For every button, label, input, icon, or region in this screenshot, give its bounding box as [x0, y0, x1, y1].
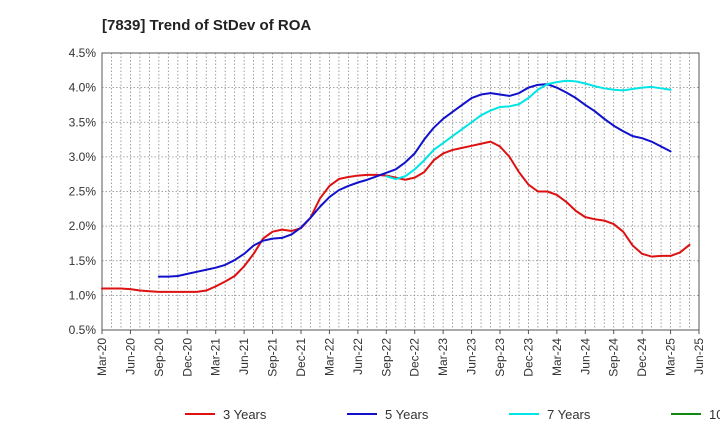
x-tick-label: Jun-24: [578, 338, 592, 375]
series-line-5-years: [157, 83, 672, 278]
x-tick-label: Sep-20: [152, 338, 166, 377]
y-axis: 0.5% 1.0% 1.5% 2.0% 2.5% 3.0% 3.5% 4.0% 4.5%: [69, 46, 97, 337]
legend-label: 10 Years: [709, 407, 720, 422]
x-tick-label: Sep-24: [607, 338, 621, 377]
x-tick-label: Mar-23: [436, 338, 450, 376]
x-tick-label: Mar-21: [209, 338, 223, 376]
y-tick-label: 2.5%: [69, 185, 97, 199]
legend-label: 3 Years: [223, 407, 267, 422]
y-tick-label: 0.5%: [69, 323, 97, 337]
x-tick-label: Dec-20: [180, 338, 194, 377]
x-tick-label: Jun-21: [237, 338, 251, 375]
legend-label: 5 Years: [385, 407, 429, 422]
x-tick-label: Sep-21: [266, 338, 280, 377]
x-tick-label: Dec-21: [294, 338, 308, 377]
legend-label: 7 Years: [547, 407, 591, 422]
series-lines: [101, 79, 691, 293]
legend: 3 Years 5 Years 7 Years 10 Years: [185, 407, 720, 422]
y-tick-label: 2.0%: [69, 219, 97, 233]
x-tick-label: Mar-25: [664, 338, 678, 376]
x-axis: Mar-20 Jun-20 Sep-20 Dec-20 Mar-21 Jun-21 Sep-…: [95, 330, 706, 377]
series-line-7-years: [385, 79, 672, 181]
x-tick-label: Dec-22: [408, 338, 422, 377]
y-tick-label: 3.0%: [69, 150, 97, 164]
x-tick-label: Dec-24: [635, 338, 649, 377]
x-tick-label: Jun-22: [351, 338, 365, 375]
x-tick-label: Mar-22: [322, 338, 336, 376]
x-tick-label: Jun-20: [123, 338, 137, 375]
y-tick-label: 3.5%: [69, 115, 97, 129]
x-tick-label: Sep-22: [379, 338, 393, 377]
y-tick-label: 4.5%: [69, 46, 97, 60]
y-tick-label: 1.0%: [69, 288, 97, 302]
x-tick-label: Jun-25: [692, 338, 706, 375]
x-tick-label: Mar-20: [95, 338, 109, 376]
x-tick-label: Mar-24: [550, 338, 564, 376]
x-tick-label: Jun-23: [465, 338, 479, 375]
plot-area: [101, 52, 700, 331]
y-tick-label: 1.5%: [69, 254, 97, 268]
chart-title: [7839] Trend of StDev of ROA: [102, 17, 311, 34]
x-tick-label: Sep-23: [493, 338, 507, 377]
x-tick-label: Dec-23: [521, 338, 535, 377]
y-tick-label: 4.0%: [69, 81, 97, 95]
vertical-gridlines: [111, 53, 690, 330]
series-line-3-years: [101, 140, 691, 293]
